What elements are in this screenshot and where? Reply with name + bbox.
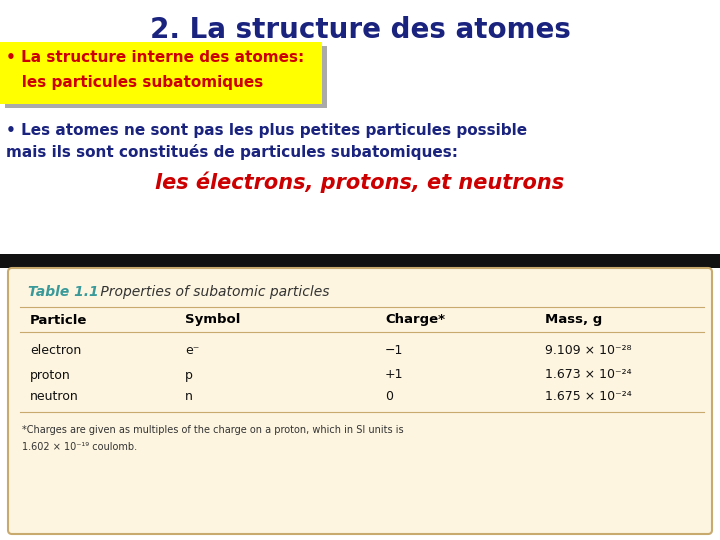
Text: Properties of subatomic particles: Properties of subatomic particles xyxy=(96,285,330,299)
Text: 1.675 × 10⁻²⁴: 1.675 × 10⁻²⁴ xyxy=(545,390,631,403)
Text: p: p xyxy=(185,368,193,381)
Text: +1: +1 xyxy=(385,368,403,381)
Text: 0: 0 xyxy=(385,390,393,403)
Text: Particle: Particle xyxy=(30,314,87,327)
Text: n: n xyxy=(185,390,193,403)
Text: *Charges are given as multiples of the charge on a proton, which in SI units is: *Charges are given as multiples of the c… xyxy=(22,425,404,435)
Text: proton: proton xyxy=(30,368,71,381)
FancyBboxPatch shape xyxy=(5,46,327,108)
Text: les électrons, protons, et neutrons: les électrons, protons, et neutrons xyxy=(156,171,564,193)
Text: mais ils sont constitués de particules subatomiques:: mais ils sont constitués de particules s… xyxy=(6,144,458,160)
Bar xyxy=(0,254,720,268)
Text: Charge*: Charge* xyxy=(385,314,445,327)
Text: electron: electron xyxy=(30,343,81,356)
Text: 1.673 × 10⁻²⁴: 1.673 × 10⁻²⁴ xyxy=(545,368,631,381)
Text: Table 1.1: Table 1.1 xyxy=(28,285,99,299)
FancyBboxPatch shape xyxy=(0,42,322,104)
Text: • Les atomes ne sont pas les plus petites particules possible: • Les atomes ne sont pas les plus petite… xyxy=(6,123,527,138)
Text: 9.109 × 10⁻²⁸: 9.109 × 10⁻²⁸ xyxy=(545,343,631,356)
Text: Symbol: Symbol xyxy=(185,314,240,327)
Text: Mass, g: Mass, g xyxy=(545,314,602,327)
Text: les particules subatomiques: les particules subatomiques xyxy=(6,75,264,90)
Text: neutron: neutron xyxy=(30,390,78,403)
Text: e⁻: e⁻ xyxy=(185,343,199,356)
Text: −1: −1 xyxy=(385,343,403,356)
FancyBboxPatch shape xyxy=(8,268,712,534)
Text: 2. La structure des atomes: 2. La structure des atomes xyxy=(150,16,570,44)
Text: • La structure interne des atomes:: • La structure interne des atomes: xyxy=(6,51,305,65)
Text: 1.602 × 10⁻¹⁹ coulomb.: 1.602 × 10⁻¹⁹ coulomb. xyxy=(22,442,137,452)
